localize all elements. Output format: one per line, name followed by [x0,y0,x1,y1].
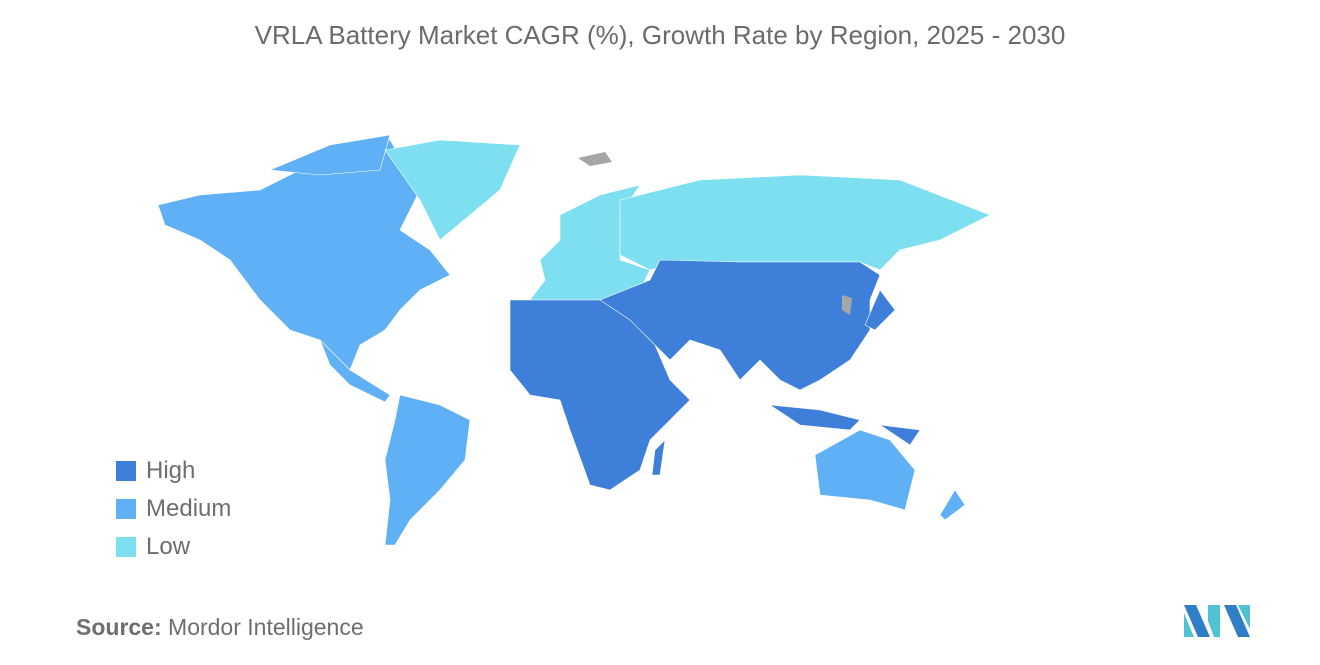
legend: High Medium Low [116,452,231,566]
madagascar-shape [651,439,666,476]
legend-item-low: Low [116,528,231,566]
region-no-data [578,152,852,315]
region-africa [509,299,691,491]
region-asia [599,259,921,446]
japan-shape [864,289,896,331]
mordor-intelligence-logo [1184,605,1250,637]
region-australia [814,429,966,521]
legend-swatch-high [116,461,136,481]
central-america-shape [319,339,391,403]
greenland-shape [384,139,521,241]
legend-swatch-low [116,537,136,557]
legend-label-low: Low [146,533,191,560]
region-greenland [384,139,521,241]
legend-label-high: High [146,457,196,484]
legend-item-medium: Medium [116,490,231,528]
russia-shape [619,174,991,271]
legend-label-medium: Medium [146,495,232,522]
legend-swatch-medium [116,499,136,519]
australia-shape [814,429,916,511]
new-zealand-shape [939,489,966,521]
source-note: Source: Mordor Intelligence [76,614,364,641]
legend-item-high: High [116,452,231,490]
region-russia [619,174,991,271]
source-value: Mordor Intelligence [168,614,364,640]
region-north-america [157,134,451,403]
korea-shape [842,295,852,315]
map-title: VRLA Battery Market CAGR (%), Growth Rat… [254,20,1066,50]
southeast-asia-islands-shape [769,404,861,431]
new-guinea-shape [879,424,921,446]
canadian-archipelago-shape [269,134,391,176]
source-label: Source: [76,614,162,640]
south-america-shape [384,394,471,546]
asia-shape [599,259,881,391]
region-south-america [384,394,471,546]
svalbard-shape [578,152,612,166]
